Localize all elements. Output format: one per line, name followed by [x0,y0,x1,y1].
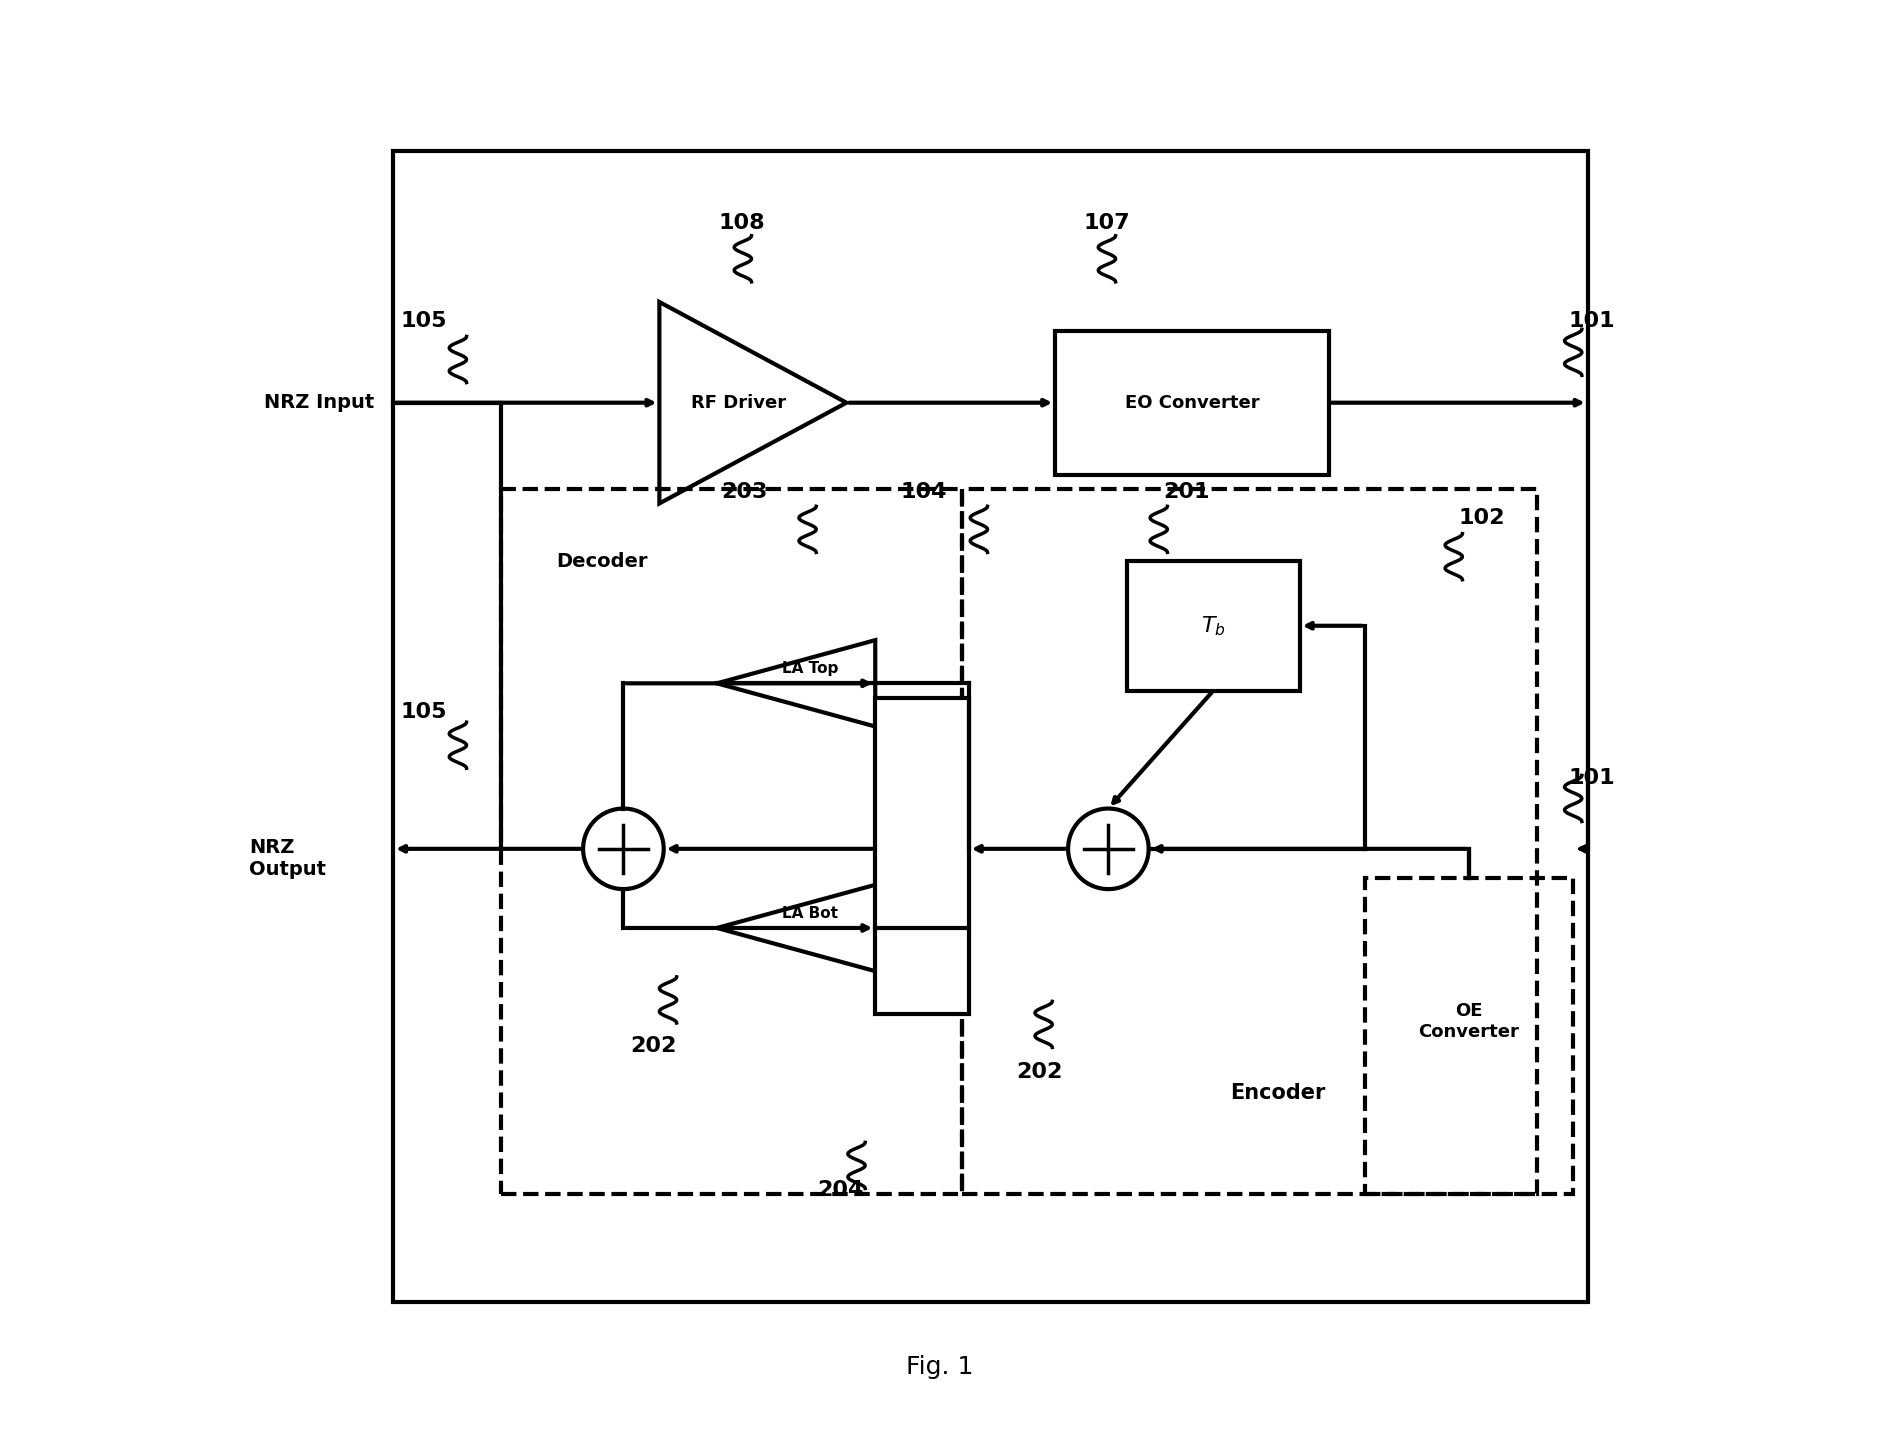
Bar [393,151,1587,1302]
Bar [1055,331,1329,475]
Text: RF Driver: RF Driver [692,394,786,411]
Text: 101: 101 [1570,769,1615,789]
Text: Encoder: Encoder [1231,1084,1325,1103]
Text: LA Bot: LA Bot [782,907,838,921]
Text: 201: 201 [1164,482,1209,501]
Bar [502,490,961,1194]
Text: Fig. 1: Fig. 1 [906,1354,974,1379]
Bar [961,490,1538,1194]
Text: NRZ
Output: NRZ Output [250,838,327,879]
Text: LA Top: LA Top [782,661,838,677]
Bar [1128,561,1299,690]
Text: 101: 101 [1570,311,1615,331]
Text: 204: 204 [818,1180,865,1200]
Bar [876,697,968,1014]
Text: 105: 105 [400,311,447,331]
Text: 104: 104 [901,482,948,501]
Text: 108: 108 [718,214,765,232]
Text: $T_b$: $T_b$ [1201,615,1226,638]
Text: 202: 202 [1017,1062,1062,1082]
Text: OE
Converter: OE Converter [1418,1003,1519,1040]
Text: 107: 107 [1085,214,1130,232]
Text: 102: 102 [1459,509,1504,527]
Bar [1365,878,1574,1194]
Text: 105: 105 [400,702,447,722]
Text: 202: 202 [630,1036,677,1056]
Text: NRZ Input: NRZ Input [263,394,374,413]
Text: Decoder: Decoder [556,552,647,571]
Text: EO Converter: EO Converter [1124,394,1260,411]
Text: 203: 203 [720,482,767,501]
